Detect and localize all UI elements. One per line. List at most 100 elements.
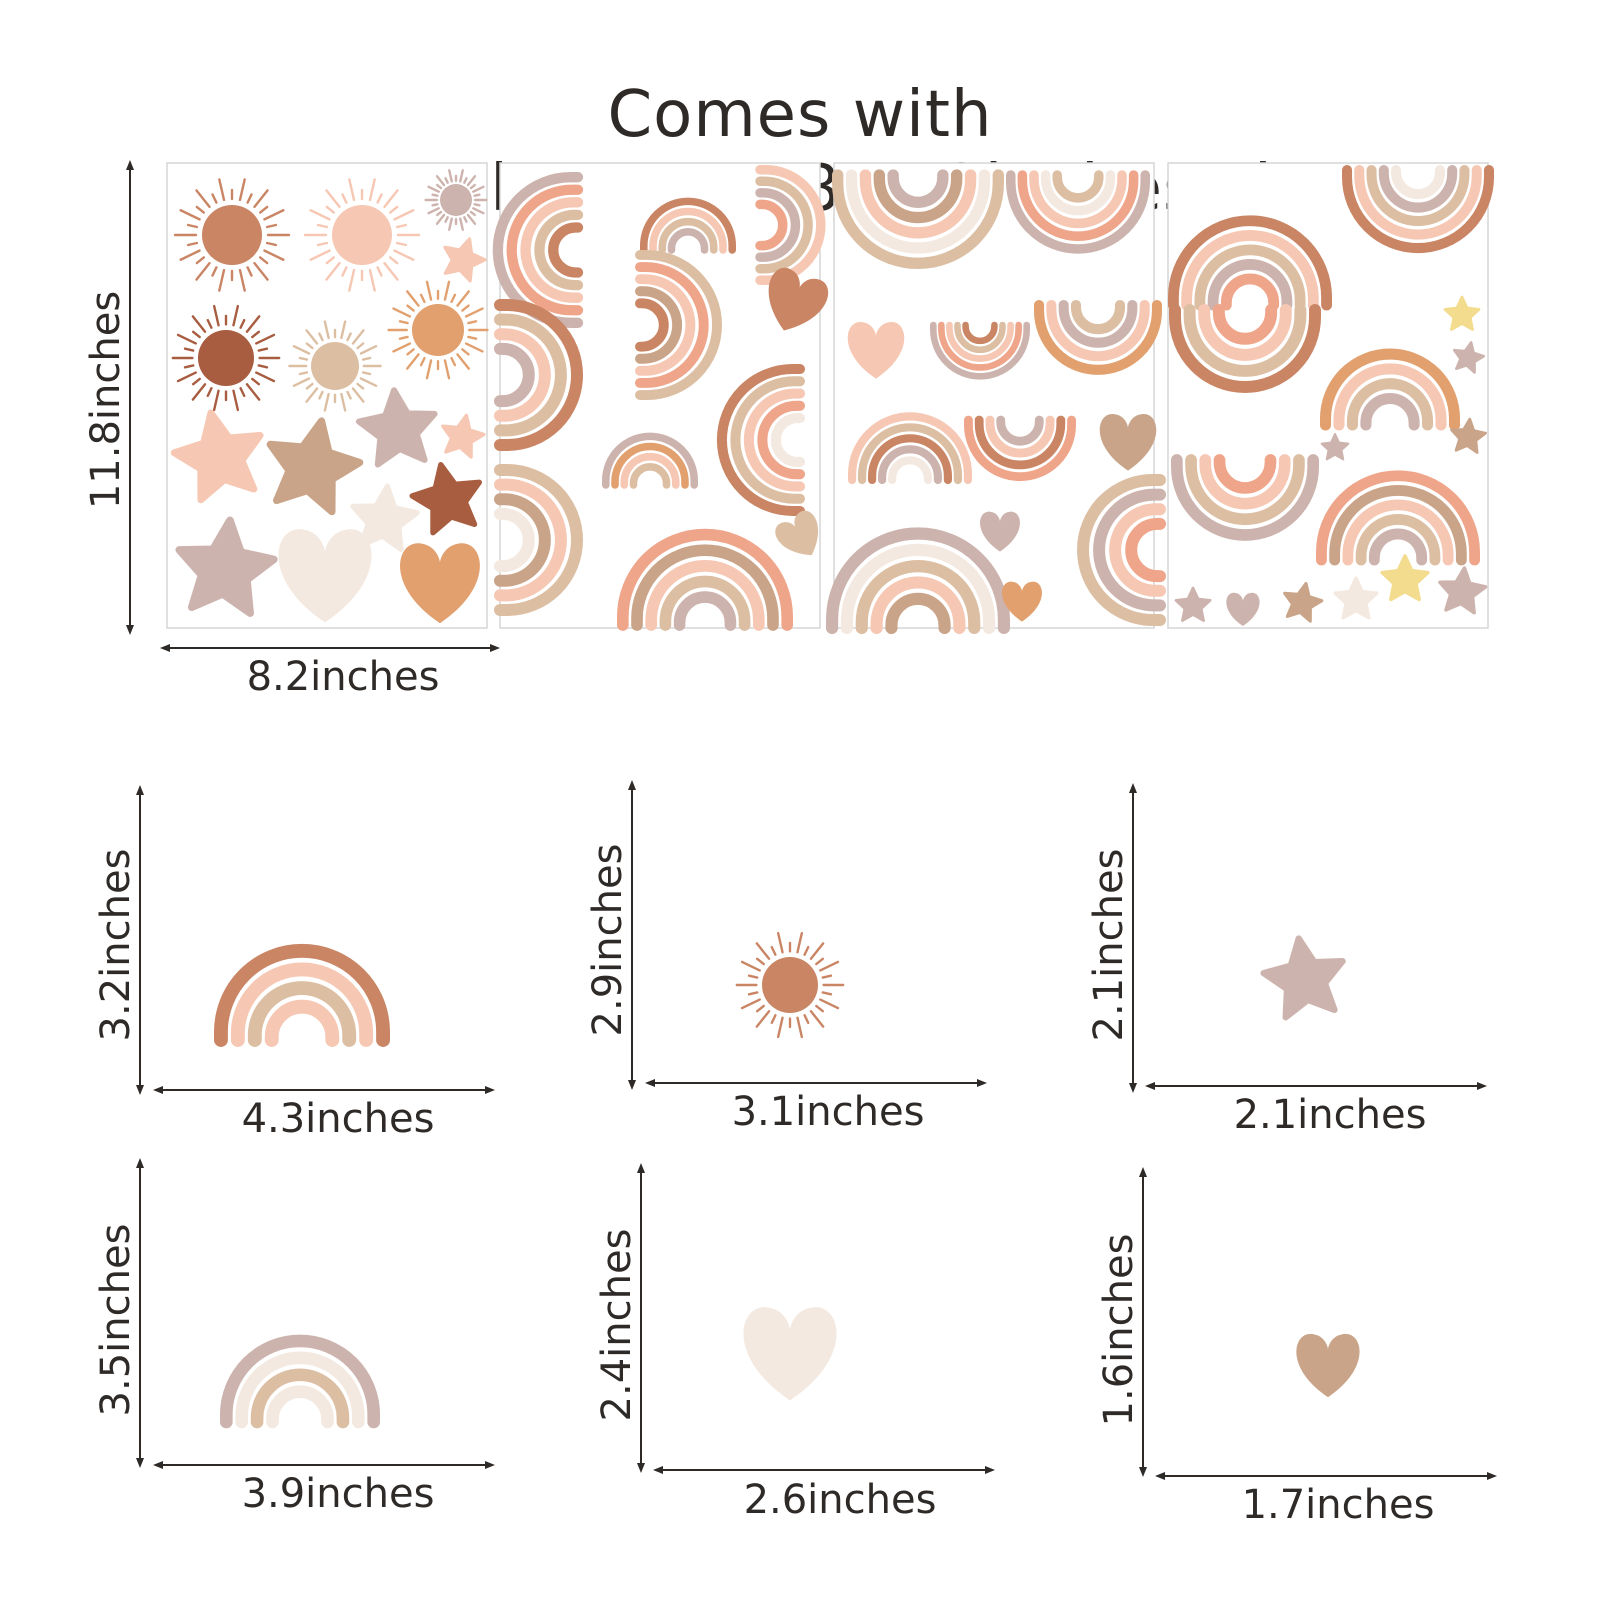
sun-ray: [238, 178, 246, 202]
heart-sticker: [1002, 581, 1042, 622]
rainbow-sticker: [1005, 170, 1151, 254]
sun-ray: [435, 213, 446, 225]
sun-ray: [419, 356, 426, 367]
rainbow-band: [629, 463, 671, 489]
star-sticker: [1174, 586, 1212, 622]
size-cell-star: 2.1inches 2.1inches: [1086, 783, 1487, 1138]
rainbow-band: [859, 169, 977, 239]
rainbow-band: [858, 423, 962, 485]
rainbow-sticker: [1077, 473, 1166, 627]
rainbow-band: [266, 1385, 334, 1429]
sun-ray: [444, 216, 449, 223]
sun-ray: [356, 382, 365, 390]
rainbow-band: [770, 413, 806, 467]
rainbow-band: [1005, 170, 1151, 254]
rainbow-sticker: [494, 463, 583, 617]
rainbow-sticker: [848, 412, 972, 485]
rainbow-sticker: [616, 528, 794, 631]
rainbow-sticker: [964, 415, 1077, 481]
sun-ray: [425, 359, 433, 380]
sun-ray: [325, 256, 336, 265]
rainbow-band: [548, 222, 584, 278]
sun-ray: [443, 359, 451, 380]
sun-ray: [325, 261, 341, 281]
sun-ray: [245, 383, 261, 401]
sun-ray: [466, 213, 477, 225]
rainbow-sticker: [602, 432, 698, 489]
sun-ray: [461, 304, 470, 312]
rainbow-sticker: [1170, 454, 1320, 541]
rainbow-band: [1354, 164, 1482, 240]
star-sticker: [1438, 566, 1488, 615]
sun-ray: [393, 209, 415, 221]
sun-ray: [361, 356, 372, 361]
rainbow-band: [494, 328, 551, 422]
rainbow-band: [831, 169, 1005, 270]
rainbow-band: [649, 207, 727, 254]
rainbow-sticker: [1342, 164, 1494, 253]
sun-ray: [740, 960, 761, 972]
rainbow-band: [620, 452, 680, 489]
sun-ray: [747, 991, 759, 996]
sun-ray: [368, 178, 376, 202]
rainbow-band: [755, 199, 788, 251]
sun-ray: [325, 205, 336, 214]
sun-ray: [776, 931, 784, 954]
sun-ray: [819, 998, 840, 1010]
sun-ray: [292, 345, 311, 355]
rainbow-band: [717, 364, 806, 516]
sun-ray: [218, 268, 226, 292]
rainbow-band: [1029, 170, 1127, 228]
sun-ray: [803, 1014, 810, 1025]
rainbow-band: [878, 445, 942, 485]
sun-ray: [398, 320, 409, 325]
heart-sticker: [743, 1307, 837, 1401]
rainbow-sticker: [494, 298, 583, 452]
sun-ray: [755, 942, 771, 960]
rainbow-band: [1040, 170, 1116, 216]
sun-ray: [435, 175, 446, 187]
heart-sticker: [847, 321, 905, 379]
star-sticker: [1450, 417, 1487, 454]
sun-ray: [246, 193, 253, 204]
sun-ray: [425, 280, 433, 301]
rainbow-sticker: [717, 364, 806, 516]
rainbow-sticker: [1315, 470, 1481, 566]
rainbow-band: [1109, 503, 1166, 597]
sun-ray: [392, 307, 412, 318]
rainbow-band: [645, 560, 765, 631]
star-sticker: [175, 516, 278, 617]
sun-ray: [298, 356, 309, 361]
sun-ray: [466, 175, 477, 187]
sun-ray: [255, 333, 276, 345]
sun-sticker: [173, 178, 291, 292]
sun-ray: [305, 329, 319, 345]
sun-ray: [251, 330, 261, 339]
rainbow-band: [855, 560, 981, 635]
sun-ray: [443, 280, 451, 301]
rainbow-band: [946, 321, 1014, 362]
sun-ray: [436, 183, 443, 190]
sun-ray: [195, 261, 211, 281]
sun-ray: [191, 315, 207, 333]
rainbow-band: [996, 415, 1044, 446]
rainbow-band: [1368, 529, 1428, 566]
sun-ray: [305, 342, 314, 350]
rainbow-band: [213, 943, 391, 1047]
sun-ray: [257, 347, 269, 352]
sun-ray: [212, 304, 220, 327]
sun-ray: [195, 205, 206, 214]
sun-ray: [383, 261, 399, 281]
rainbow-band: [1046, 299, 1150, 362]
rainbow-band: [494, 478, 567, 602]
item-width-label: 1.7inches: [1242, 1482, 1435, 1528]
sun-ray: [406, 304, 415, 312]
sun-ray: [238, 268, 246, 292]
sun-ray: [740, 998, 761, 1010]
sun-ray: [359, 345, 378, 355]
sun-ray: [191, 383, 207, 401]
sun-ray: [472, 185, 485, 193]
sun-ray: [456, 290, 471, 307]
rainbow-band: [494, 313, 567, 437]
